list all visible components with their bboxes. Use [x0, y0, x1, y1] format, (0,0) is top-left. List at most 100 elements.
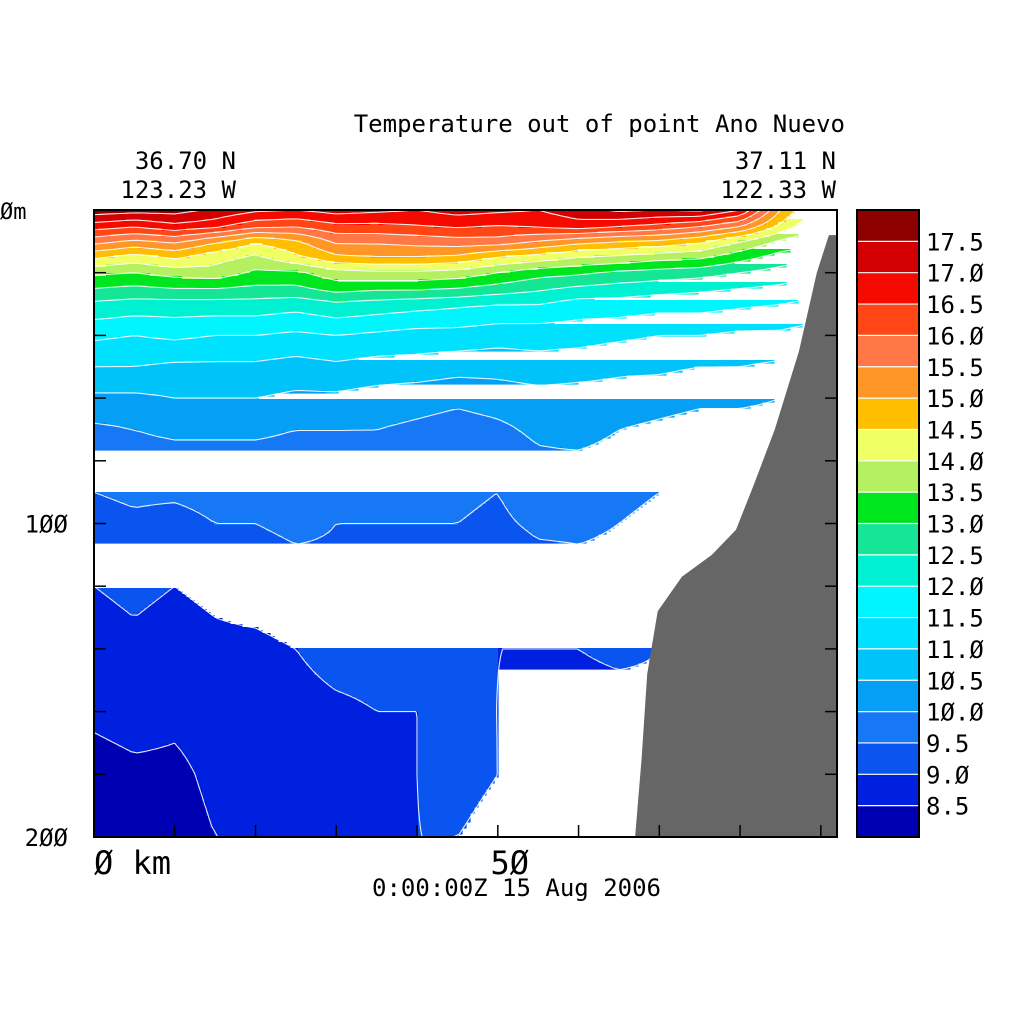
colorbar-swatch: [857, 492, 919, 524]
temperature-cell: [322, 249, 507, 253]
temperature-cell: [778, 213, 791, 217]
temperature-cell: [338, 690, 499, 694]
temperature-cell: [394, 210, 427, 214]
temperature-cell: [498, 663, 607, 667]
temperature-cell: [518, 381, 579, 385]
temperature-cell: [94, 240, 119, 244]
temperature-cell: [98, 492, 659, 496]
temperature-cell: [146, 285, 243, 289]
temperature-cell: [630, 261, 735, 265]
temperature-cell: [94, 252, 207, 256]
temperature-cell: [546, 252, 655, 256]
temperature-cell: [94, 492, 99, 496]
temperature-cell: [686, 243, 731, 247]
temperature-cell: [94, 630, 263, 634]
temperature-cell: [502, 498, 651, 502]
temperature-cell: [250, 270, 299, 274]
temperature-cell: [94, 657, 303, 661]
temperature-cell: [418, 771, 499, 775]
temperature-cell: [614, 270, 751, 274]
temperature-cell: [94, 324, 479, 328]
temperature-cell: [574, 243, 687, 247]
temperature-cell: [266, 333, 327, 337]
temperature-cell: [594, 255, 715, 259]
temperature-cell: [582, 264, 715, 268]
temperature-cell: [182, 504, 483, 508]
temperature-cell: [722, 222, 751, 226]
temperature-cell: [326, 681, 499, 685]
temperature-cell: [126, 219, 143, 223]
temperature-cell: [418, 741, 499, 745]
colorbar-label: 12.5: [926, 542, 984, 570]
temperature-cell: [418, 819, 471, 823]
temperature-cell: [646, 234, 711, 238]
temperature-cell: [94, 330, 295, 334]
temperature-cell: [202, 792, 419, 796]
temperature-cell: [114, 498, 491, 502]
temperature-cell: [498, 654, 591, 658]
temperature-cell: [418, 714, 499, 718]
temperature-cell: [750, 216, 763, 220]
temperature-cell: [158, 435, 275, 439]
temperature-cell: [190, 762, 419, 766]
timestamp-label: 0:00:00Z 15 Aug 2006: [372, 874, 661, 902]
temperature-cell: [606, 663, 639, 667]
temperature-cell: [558, 300, 799, 304]
temperature-cell: [430, 414, 487, 418]
temperature-cell: [418, 234, 515, 238]
temperature-cell: [126, 747, 159, 751]
temperature-cell: [430, 288, 551, 292]
temperature-cell: [506, 255, 595, 259]
temperature-cell: [590, 654, 655, 658]
temperature-cell: [418, 759, 499, 763]
temperature-cell: [202, 798, 419, 802]
colorbar-swatch: [857, 680, 919, 713]
temperature-cell: [162, 228, 187, 232]
temperature-cell: [182, 240, 223, 244]
temperature-cell: [310, 243, 387, 247]
colorbar-label: 15.5: [926, 354, 984, 382]
temperature-cell: [222, 276, 323, 280]
temperature-cell: [98, 228, 163, 232]
temperature-cell: [326, 267, 471, 271]
temperature-cell: [150, 603, 199, 607]
temperature-cell: [314, 210, 395, 214]
temperature-cell: [726, 237, 759, 241]
temperature-cell: [238, 213, 451, 217]
temperature-cell: [498, 495, 655, 499]
temperature-cell: [254, 360, 775, 364]
temperature-cell: [94, 336, 119, 340]
temperature-cell: [94, 396, 171, 400]
temperature-cell: [462, 519, 515, 523]
temperature-cell: [506, 504, 643, 508]
temperature-cell: [142, 219, 203, 223]
colorbar-label: 11.5: [926, 605, 984, 633]
temperature-cell: [94, 342, 607, 346]
temperature-cell: [418, 774, 499, 778]
temperature-cell: [310, 219, 707, 223]
temperature-cell: [462, 306, 751, 310]
temperature-cell: [458, 522, 519, 526]
colorbar-swatch: [857, 429, 919, 462]
temperature-cell: [122, 426, 387, 430]
temperature-cell: [94, 627, 259, 631]
temperature-cell: [710, 234, 747, 238]
temperature-cell: [418, 780, 495, 784]
temperature-cell: [146, 750, 183, 754]
temperature-cell: [154, 600, 195, 604]
temperature-cell: [314, 273, 487, 277]
temperature-cell: [118, 336, 151, 340]
temperature-cell: [494, 495, 499, 499]
temperature-cell: [290, 261, 335, 265]
temperature-cell: [470, 213, 555, 217]
temperature-cell: [314, 228, 663, 232]
temperature-cell: [94, 699, 359, 703]
temperature-cell: [122, 501, 487, 505]
distance-tick-label: 5Ø: [491, 844, 530, 882]
temperature-cell: [94, 639, 279, 643]
temperature-cell: [178, 744, 419, 748]
temperature-cell: [206, 813, 419, 817]
temperature-cell: [186, 759, 419, 763]
temperature-cell: [106, 423, 395, 427]
temperature-cell: [94, 495, 107, 499]
